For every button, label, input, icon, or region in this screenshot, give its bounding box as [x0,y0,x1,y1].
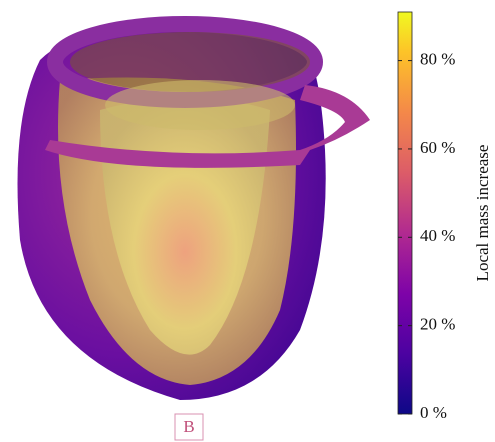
upper-cavity [70,32,310,92]
heart-render [17,16,370,400]
tick-label: 80 % [420,49,455,68]
lower-ring [45,85,370,168]
inner-ring [105,80,295,130]
colorbar-label: Local mass increase [473,145,492,282]
tick-label: 20 % [420,315,455,334]
colorbar [397,11,413,415]
panel-box [174,413,204,441]
tick-label: 40 % [420,226,455,245]
tick-label: 60 % [420,138,455,157]
tick-label: 0 % [420,403,447,422]
panel-label: B [183,417,194,436]
